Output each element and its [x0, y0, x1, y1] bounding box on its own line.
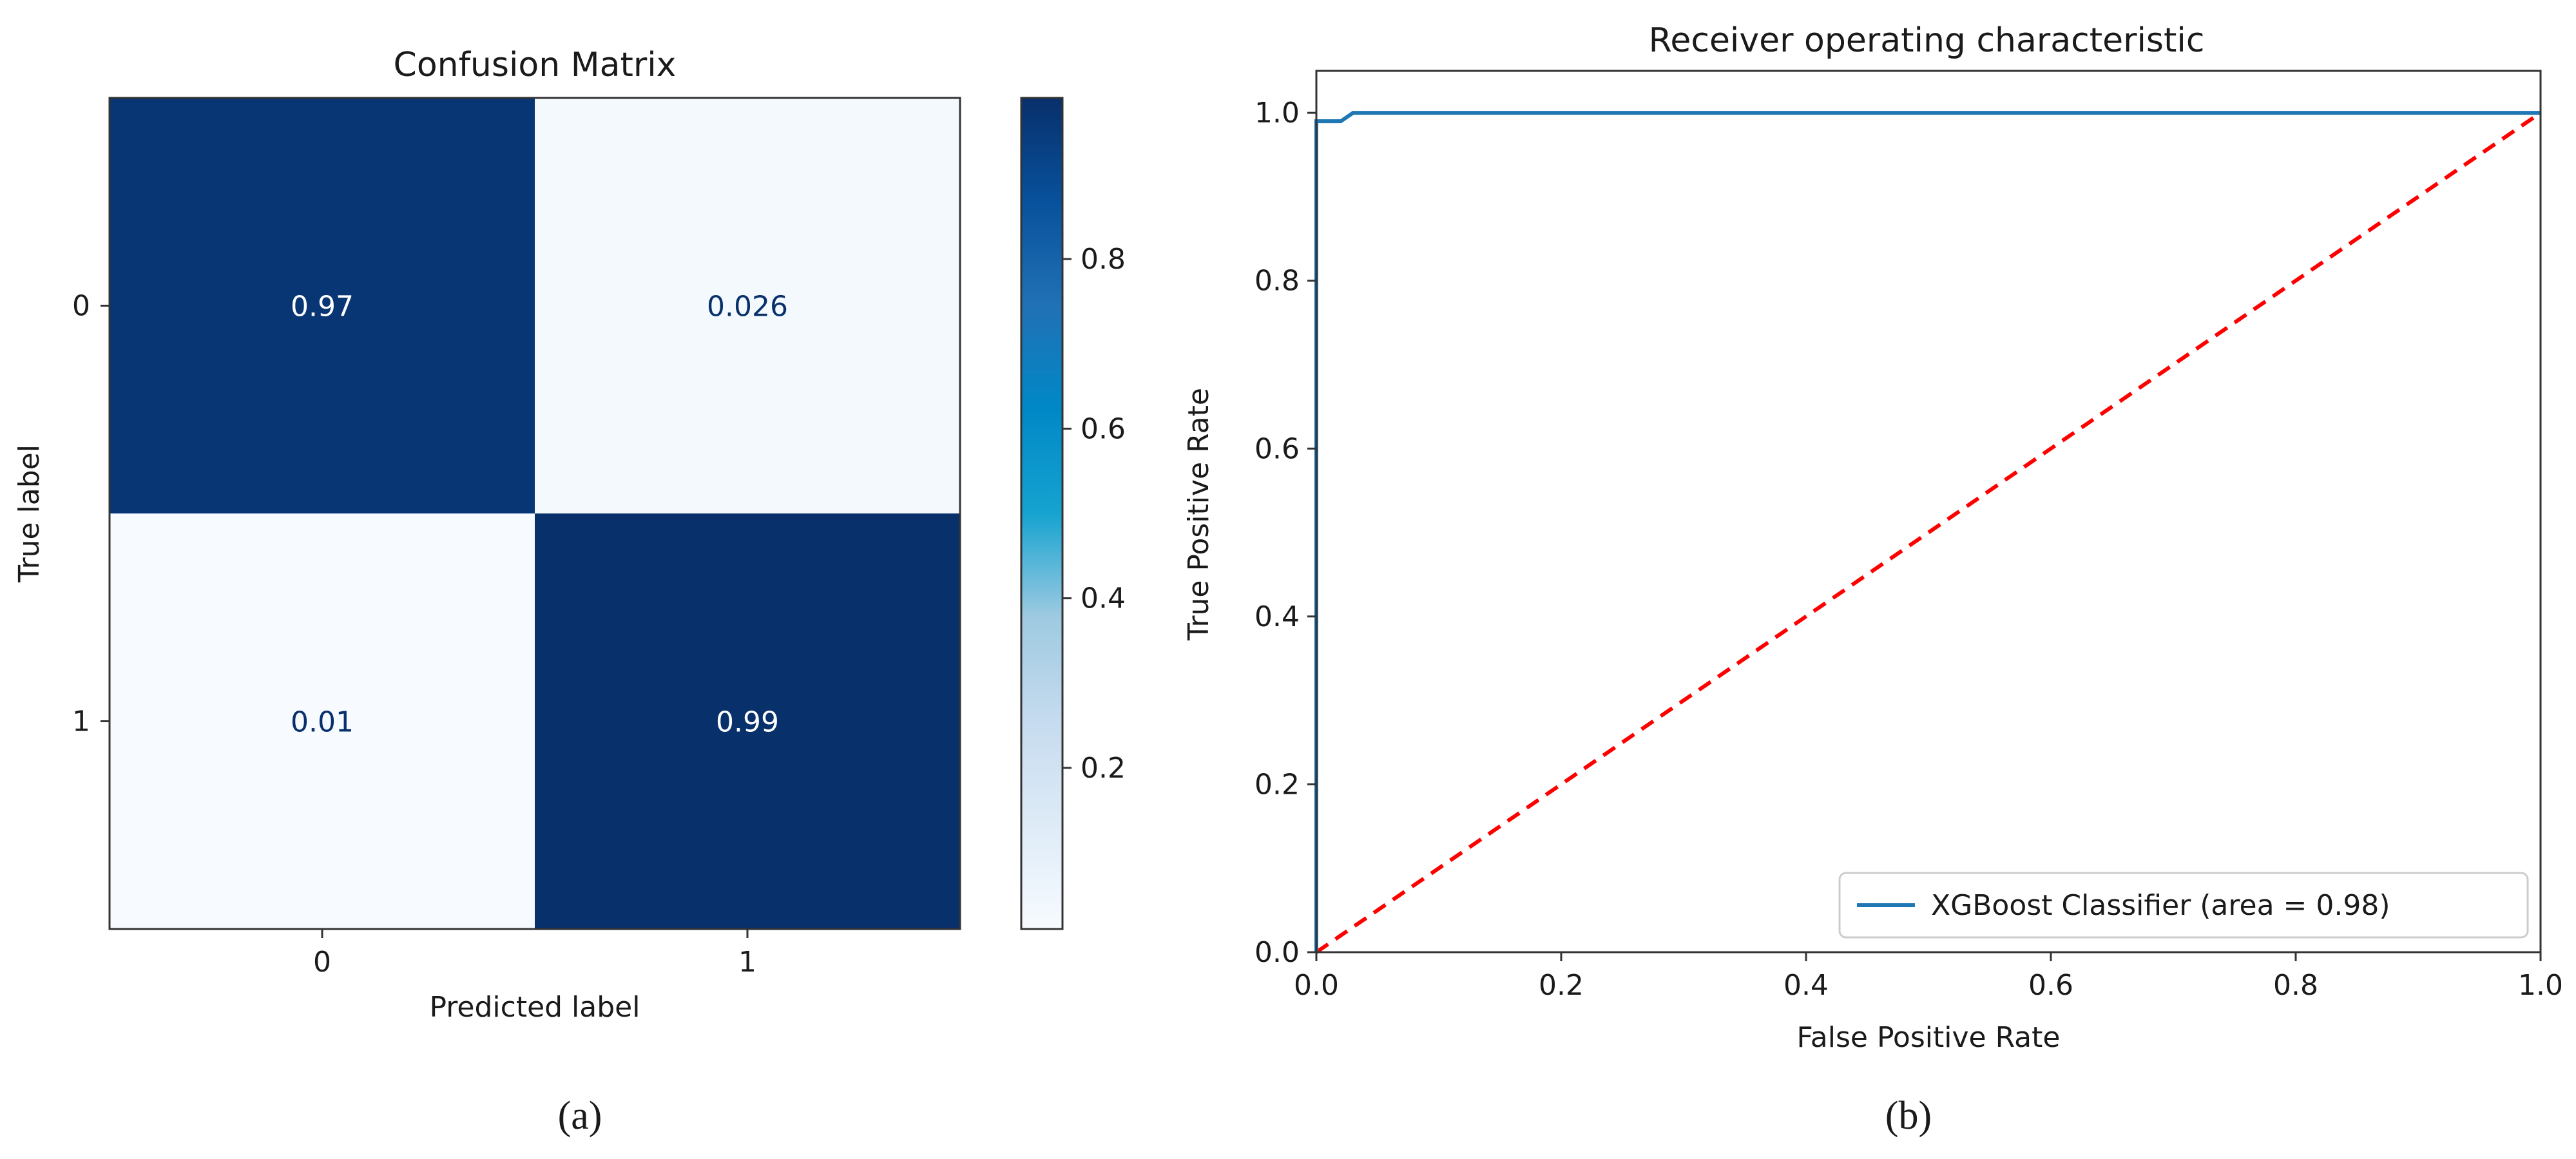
- confusion-cell-value: 0.99: [716, 706, 779, 739]
- roc-y-label: True Positive Rate: [1182, 388, 1215, 641]
- confusion-matrix-frame: [108, 97, 961, 930]
- panel-b-label: (b): [1885, 1094, 1932, 1138]
- colorbar-tick-label: 0.6: [1081, 412, 1126, 445]
- roc-panel: Receiver operating characteristic 0.0 0.2…: [1182, 21, 2563, 1138]
- roc-axes-frame: [1315, 70, 2542, 953]
- y-tick-label: 0.0: [1254, 936, 1300, 969]
- y-tick-label: 1: [72, 705, 90, 738]
- roc-y-ticks: 0.0 0.2 0.4 0.6 0.8 1.0: [1254, 97, 1316, 969]
- colorbar: [1020, 97, 1064, 930]
- x-tick-label: 0.2: [1539, 969, 1584, 1002]
- x-tick-label: 0.0: [1294, 969, 1339, 1002]
- confusion-cell-value: 0.97: [291, 291, 354, 323]
- confusion-matrix-x-label: Predicted label: [430, 991, 640, 1024]
- x-tick-label: 0.6: [2028, 969, 2073, 1002]
- y-tick-label: 0.6: [1254, 432, 1300, 465]
- roc-legend-box: [1838, 872, 2529, 939]
- colorbar-tick-label: 0.2: [1081, 752, 1126, 785]
- x-tick-label: 1.0: [2518, 969, 2563, 1002]
- roc-title: Receiver operating characteristic: [1649, 21, 2205, 60]
- chance-line: [1315, 111, 2542, 954]
- confusion-cell: [110, 513, 535, 929]
- colorbar-tick-label: 0.4: [1081, 582, 1126, 615]
- panel-a-label: (a): [558, 1094, 602, 1138]
- x-tick-label: 0: [313, 946, 331, 979]
- roc-plot-background: [1316, 71, 2541, 952]
- confusion-cell-value: 0.026: [707, 291, 788, 323]
- y-tick-label: 0: [72, 290, 90, 323]
- roc-x-label: False Positive Rate: [1797, 1021, 2061, 1054]
- y-tick-label: 0.4: [1254, 600, 1300, 633]
- x-tick-label: 1: [738, 946, 756, 979]
- confusion-matrix-title: Confusion Matrix: [394, 46, 677, 84]
- x-tick-label: 0.8: [2273, 969, 2318, 1002]
- colorbar-tick-label: 0.8: [1081, 243, 1126, 276]
- confusion-matrix-y-label: True label: [13, 445, 46, 583]
- confusion-matrix-y-ticks: 01: [72, 290, 110, 738]
- confusion-cell: [535, 513, 960, 929]
- confusion-cell: [110, 98, 535, 513]
- confusion-cell-value: 0.01: [291, 706, 354, 739]
- x-tick-label: 0.4: [1783, 969, 1829, 1002]
- y-tick-label: 1.0: [1254, 97, 1300, 129]
- confusion-matrix-cells: 0.97 0.026 0.01 0.99: [110, 98, 960, 929]
- y-tick-label: 0.2: [1254, 768, 1300, 801]
- confusion-cell: [535, 98, 960, 513]
- roc-legend-label: XGBoost Classifier (area = 0.98): [1931, 889, 2390, 922]
- y-tick-label: 0.8: [1254, 265, 1300, 298]
- roc-legend: XGBoost Classifier (area = 0.98): [1838, 872, 2529, 939]
- colorbar-ticks: 0.2 0.4 0.6 0.8: [1062, 243, 1126, 785]
- roc-x-ticks: 0.0 0.2 0.4 0.6 0.8 1.0: [1294, 952, 2563, 1002]
